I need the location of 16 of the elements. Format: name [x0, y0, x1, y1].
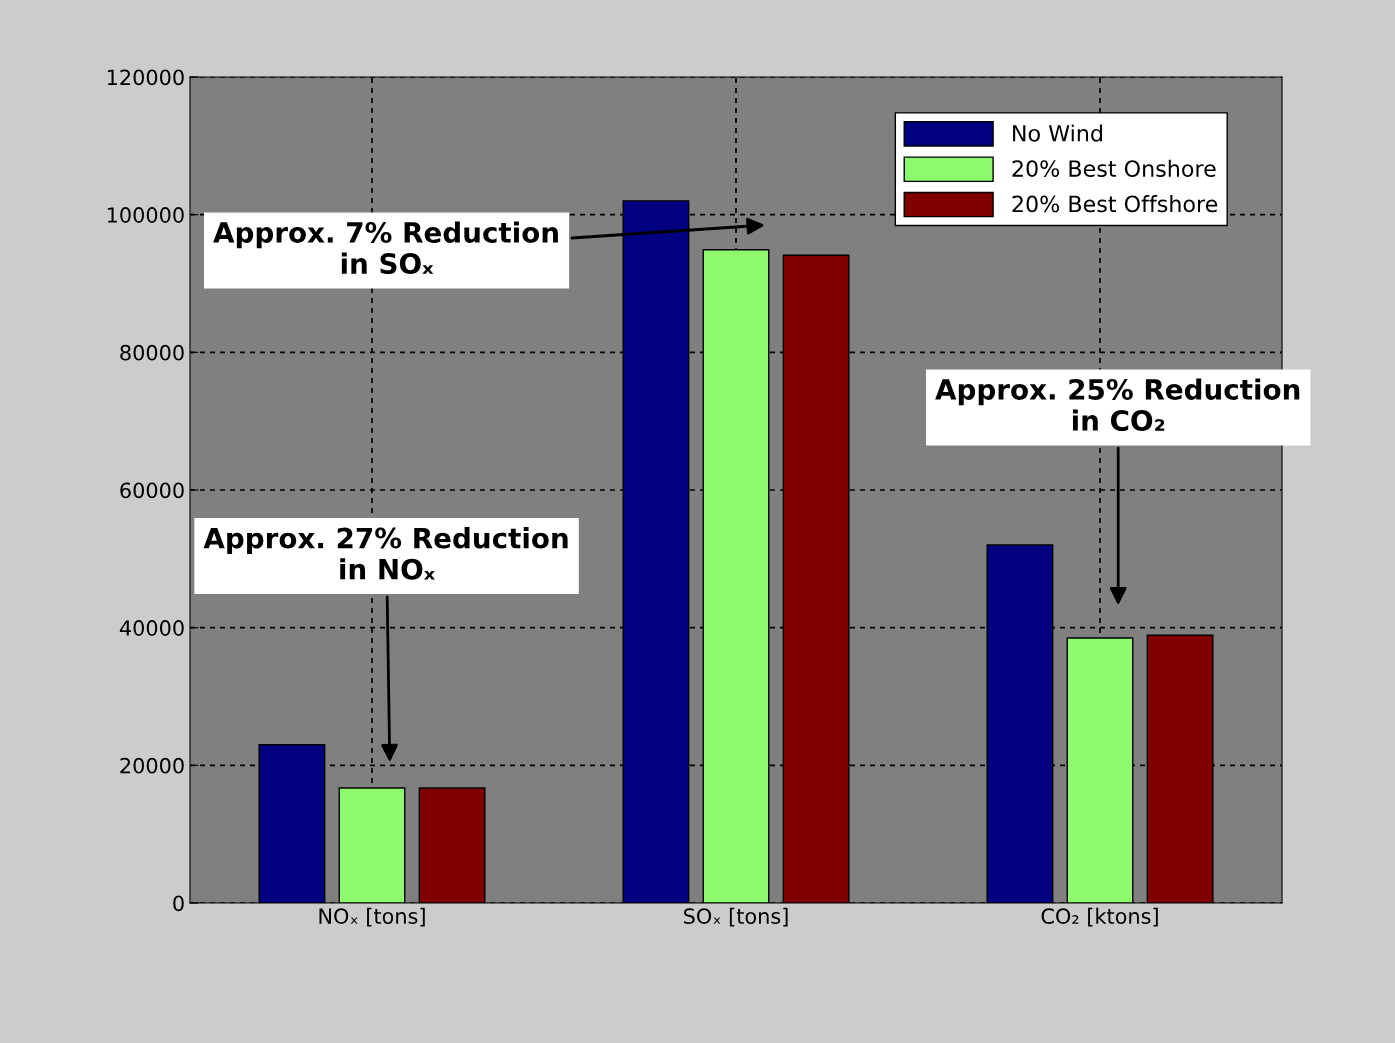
legend-label: 20% Best Onshore	[1012, 159, 1216, 177]
y-tick-label: 120000	[107, 69, 184, 86]
y-tick-label: 60000	[120, 482, 184, 499]
x-tick-label: SOₓ [tons]	[684, 907, 788, 927]
annotation: Approx. 7% Reduction in SOₓ	[213, 221, 558, 275]
y-tick-label: 20000	[120, 757, 184, 774]
x-tick-label: CO₂ [ktons]	[1041, 907, 1158, 927]
x-tick-label: NOₓ [tons]	[319, 907, 425, 927]
annotation: Approx. 25% Reduction in CO₂	[935, 378, 1300, 432]
y-tick-label: 80000	[120, 344, 184, 361]
annotation: Approx. 27% Reduction in NOₓ	[203, 527, 568, 580]
legend-label: 20% Best Offshore	[1012, 195, 1218, 213]
legend-label: No Wind	[1013, 124, 1102, 142]
y-tick-label: 100000	[107, 207, 184, 223]
y-tick-label: 0	[173, 895, 184, 912]
y-tick-label: 40000	[119, 620, 184, 636]
